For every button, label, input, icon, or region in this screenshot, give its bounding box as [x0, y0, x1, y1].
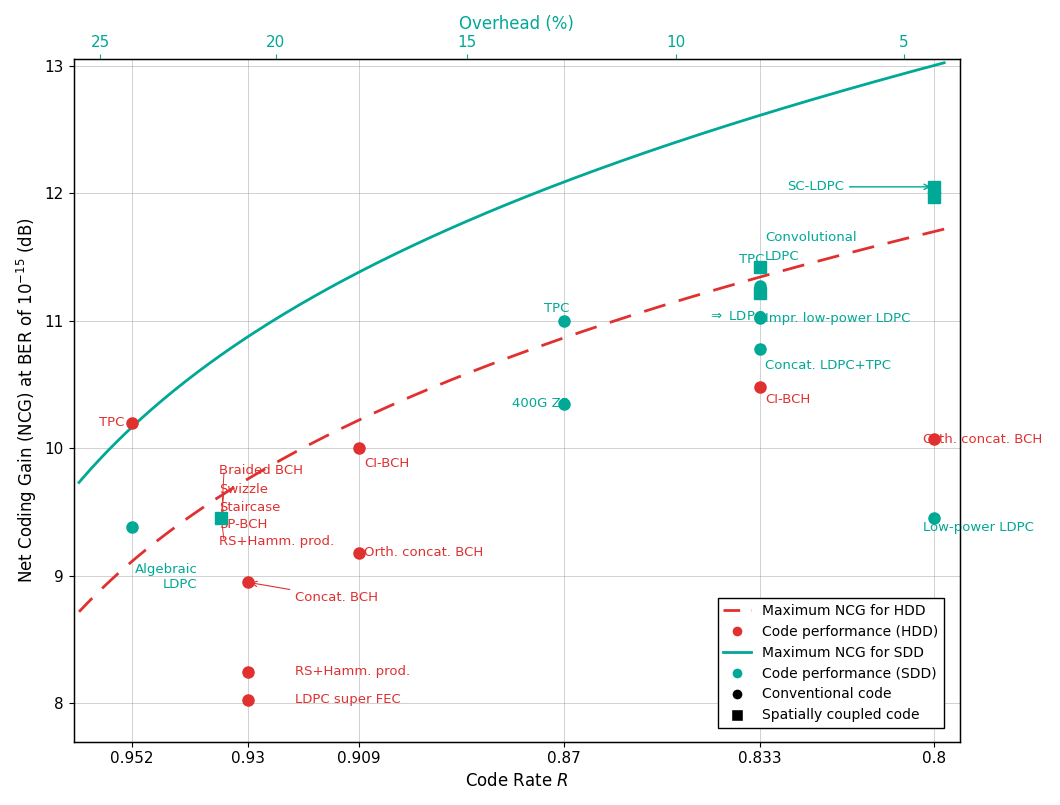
Text: Braided BCH: Braided BCH — [218, 464, 303, 477]
Text: RS+Hamm. prod.: RS+Hamm. prod. — [296, 665, 410, 678]
Text: TPC: TPC — [100, 416, 125, 429]
Text: Low-power LDPC: Low-power LDPC — [923, 521, 1034, 534]
Text: TPC: TPC — [544, 302, 569, 315]
Text: $\Rightarrow$ LDPC: $\Rightarrow$ LDPC — [708, 311, 765, 324]
Text: Swizzle: Swizzle — [218, 483, 268, 496]
Text: CI-BCH: CI-BCH — [364, 457, 409, 470]
Text: Convolutional: Convolutional — [765, 231, 856, 245]
Legend: Maximum NCG for HDD, Code performance (HDD), Maximum NCG for SDD, Code performan: Maximum NCG for HDD, Code performance (H… — [718, 598, 944, 728]
Text: Orth. concat. BCH: Orth. concat. BCH — [364, 547, 483, 559]
Text: TPC: TPC — [740, 253, 765, 266]
Text: LDPC: LDPC — [765, 250, 799, 263]
Text: Concat. BCH: Concat. BCH — [252, 581, 378, 604]
X-axis label: Overhead (%): Overhead (%) — [459, 15, 575, 33]
Y-axis label: Net Coding Gain (NCG) at BER of $10^{-15}$ (dB): Net Coding Gain (NCG) at BER of $10^{-15… — [15, 217, 39, 584]
Text: LDPC super FEC: LDPC super FEC — [296, 693, 401, 706]
X-axis label: Code Rate $R$: Code Rate $R$ — [465, 772, 568, 790]
Text: 400G ZR: 400G ZR — [512, 397, 569, 411]
Text: Concat. LDPC+TPC: Concat. LDPC+TPC — [765, 359, 890, 372]
Text: RS+Hamm. prod.: RS+Hamm. prod. — [218, 535, 334, 548]
Text: Impr. low-power LDPC: Impr. low-power LDPC — [765, 312, 911, 324]
Text: Algebraic
LDPC: Algebraic LDPC — [135, 564, 198, 591]
Text: CI-BCH: CI-BCH — [765, 394, 810, 407]
Text: Staircase: Staircase — [218, 501, 280, 514]
Text: SC-LDPC: SC-LDPC — [787, 180, 930, 193]
Text: Orth. concat. BCH: Orth. concat. BCH — [923, 433, 1042, 446]
Text: SP-BCH: SP-BCH — [218, 518, 267, 531]
